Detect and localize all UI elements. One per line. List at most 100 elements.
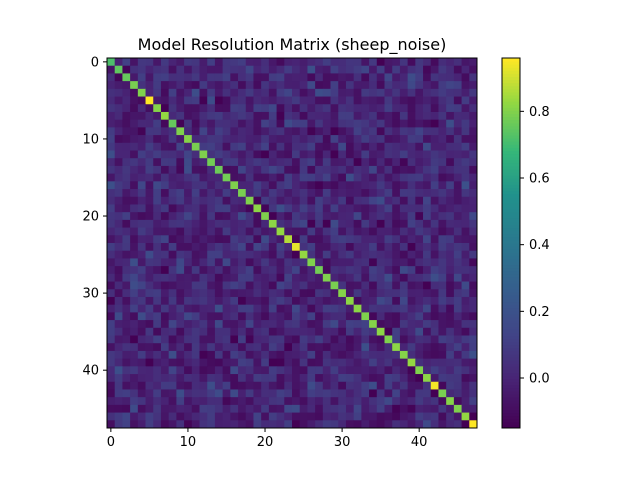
heatmap-cell	[214, 296, 224, 306]
heatmap-cell	[407, 420, 416, 429]
heatmap-cell	[214, 397, 224, 406]
heatmap-cell	[207, 250, 216, 259]
heatmap-cell	[160, 366, 170, 375]
heatmap-cell	[184, 96, 193, 105]
heatmap-cell	[122, 135, 131, 144]
heatmap-cell	[168, 296, 177, 306]
heatmap-cell	[199, 158, 208, 167]
heatmap-cell	[292, 250, 301, 259]
heatmap-cell	[222, 135, 231, 144]
heatmap-cell	[238, 350, 247, 360]
heatmap-cell	[176, 343, 185, 352]
heatmap-cell	[392, 397, 401, 406]
heatmap-cell	[384, 119, 393, 128]
heatmap-cell	[284, 266, 293, 275]
heatmap-cell	[292, 374, 301, 383]
heatmap-cell	[315, 235, 324, 244]
heatmap-cell	[276, 273, 285, 282]
heatmap-cell	[307, 119, 316, 128]
heatmap-cell	[330, 165, 339, 175]
heatmap-cell	[292, 235, 301, 244]
heatmap-cell	[114, 235, 123, 244]
heatmap-cell	[353, 320, 362, 329]
heatmap-cell	[222, 350, 231, 360]
heatmap-cell	[238, 111, 247, 121]
heatmap-cell	[191, 150, 200, 159]
heatmap-cell	[214, 119, 224, 128]
heatmap-cell	[245, 273, 254, 282]
heatmap-cell	[353, 227, 362, 236]
heatmap-cell	[430, 327, 439, 336]
heatmap-cell	[268, 389, 277, 398]
heatmap-cell	[338, 243, 347, 252]
heatmap-cell	[191, 420, 200, 429]
heatmap-cell	[145, 250, 154, 259]
heatmap-cell	[345, 104, 355, 113]
colorbar-segment	[502, 138, 520, 142]
heatmap-cell	[191, 58, 200, 67]
heatmap-cell	[307, 173, 316, 182]
heatmap-cell	[446, 343, 455, 352]
heatmap-cell	[384, 381, 393, 390]
heatmap-cell	[322, 289, 331, 298]
heatmap-cell	[245, 204, 254, 213]
heatmap-cell	[199, 235, 208, 244]
heatmap-cell	[107, 196, 116, 205]
heatmap-cell	[469, 350, 478, 360]
colorbar-segment	[502, 230, 520, 235]
heatmap-cell	[276, 111, 285, 121]
heatmap-cell	[376, 327, 385, 336]
heatmap-cell	[245, 335, 254, 344]
heatmap-cell	[299, 381, 308, 390]
heatmap-cell	[238, 81, 247, 90]
heatmap-cell	[207, 142, 216, 151]
heatmap-cell	[191, 142, 200, 151]
colorbar-segment	[502, 221, 520, 225]
heatmap-cell	[168, 58, 177, 67]
heatmap-cell	[423, 320, 432, 329]
colorbar-segment	[502, 104, 520, 108]
x-tick-label: 20	[257, 435, 274, 450]
heatmap-cell	[322, 227, 331, 236]
heatmap-cell	[361, 266, 370, 275]
heatmap-cell	[122, 389, 131, 398]
heatmap-cell	[338, 227, 347, 236]
x-axis: 0 10 20 30 40	[107, 428, 427, 450]
heatmap-cell	[392, 389, 401, 398]
heatmap-cell	[184, 227, 193, 236]
heatmap-cell	[276, 335, 285, 344]
heatmap-cell	[114, 73, 123, 82]
heatmap-cell	[330, 235, 339, 244]
heatmap-cell	[137, 366, 146, 375]
heatmap-cell	[230, 73, 239, 82]
heatmap-cell	[345, 412, 355, 421]
heatmap-cell	[261, 81, 270, 90]
heatmap-cell	[299, 266, 308, 275]
heatmap-cell	[222, 374, 231, 383]
colorbar-segment	[502, 224, 520, 229]
heatmap-cell	[292, 111, 301, 121]
heatmap-cell	[345, 327, 355, 336]
heatmap-cell	[407, 358, 416, 367]
heatmap-cell	[292, 358, 301, 367]
heatmap-cell	[114, 212, 123, 221]
heatmap-cell	[430, 81, 439, 90]
heatmap-cell	[238, 289, 247, 298]
heatmap-cell	[130, 412, 139, 421]
heatmap-cell	[130, 204, 139, 213]
heatmap-cell	[207, 227, 216, 236]
heatmap-cell	[407, 366, 416, 375]
heatmap-cell	[453, 381, 462, 390]
heatmap-cell	[137, 250, 146, 259]
heatmap-cell	[184, 366, 193, 375]
heatmap-cell	[369, 142, 378, 151]
colorbar-segment	[502, 206, 520, 210]
heatmap-cell	[384, 258, 393, 267]
heatmap-cell	[315, 374, 324, 383]
heatmap-cell	[407, 150, 416, 159]
heatmap-cell	[184, 127, 193, 136]
heatmap-cell	[214, 196, 224, 205]
heatmap-cell	[353, 219, 362, 228]
heatmap-cell	[446, 227, 455, 236]
